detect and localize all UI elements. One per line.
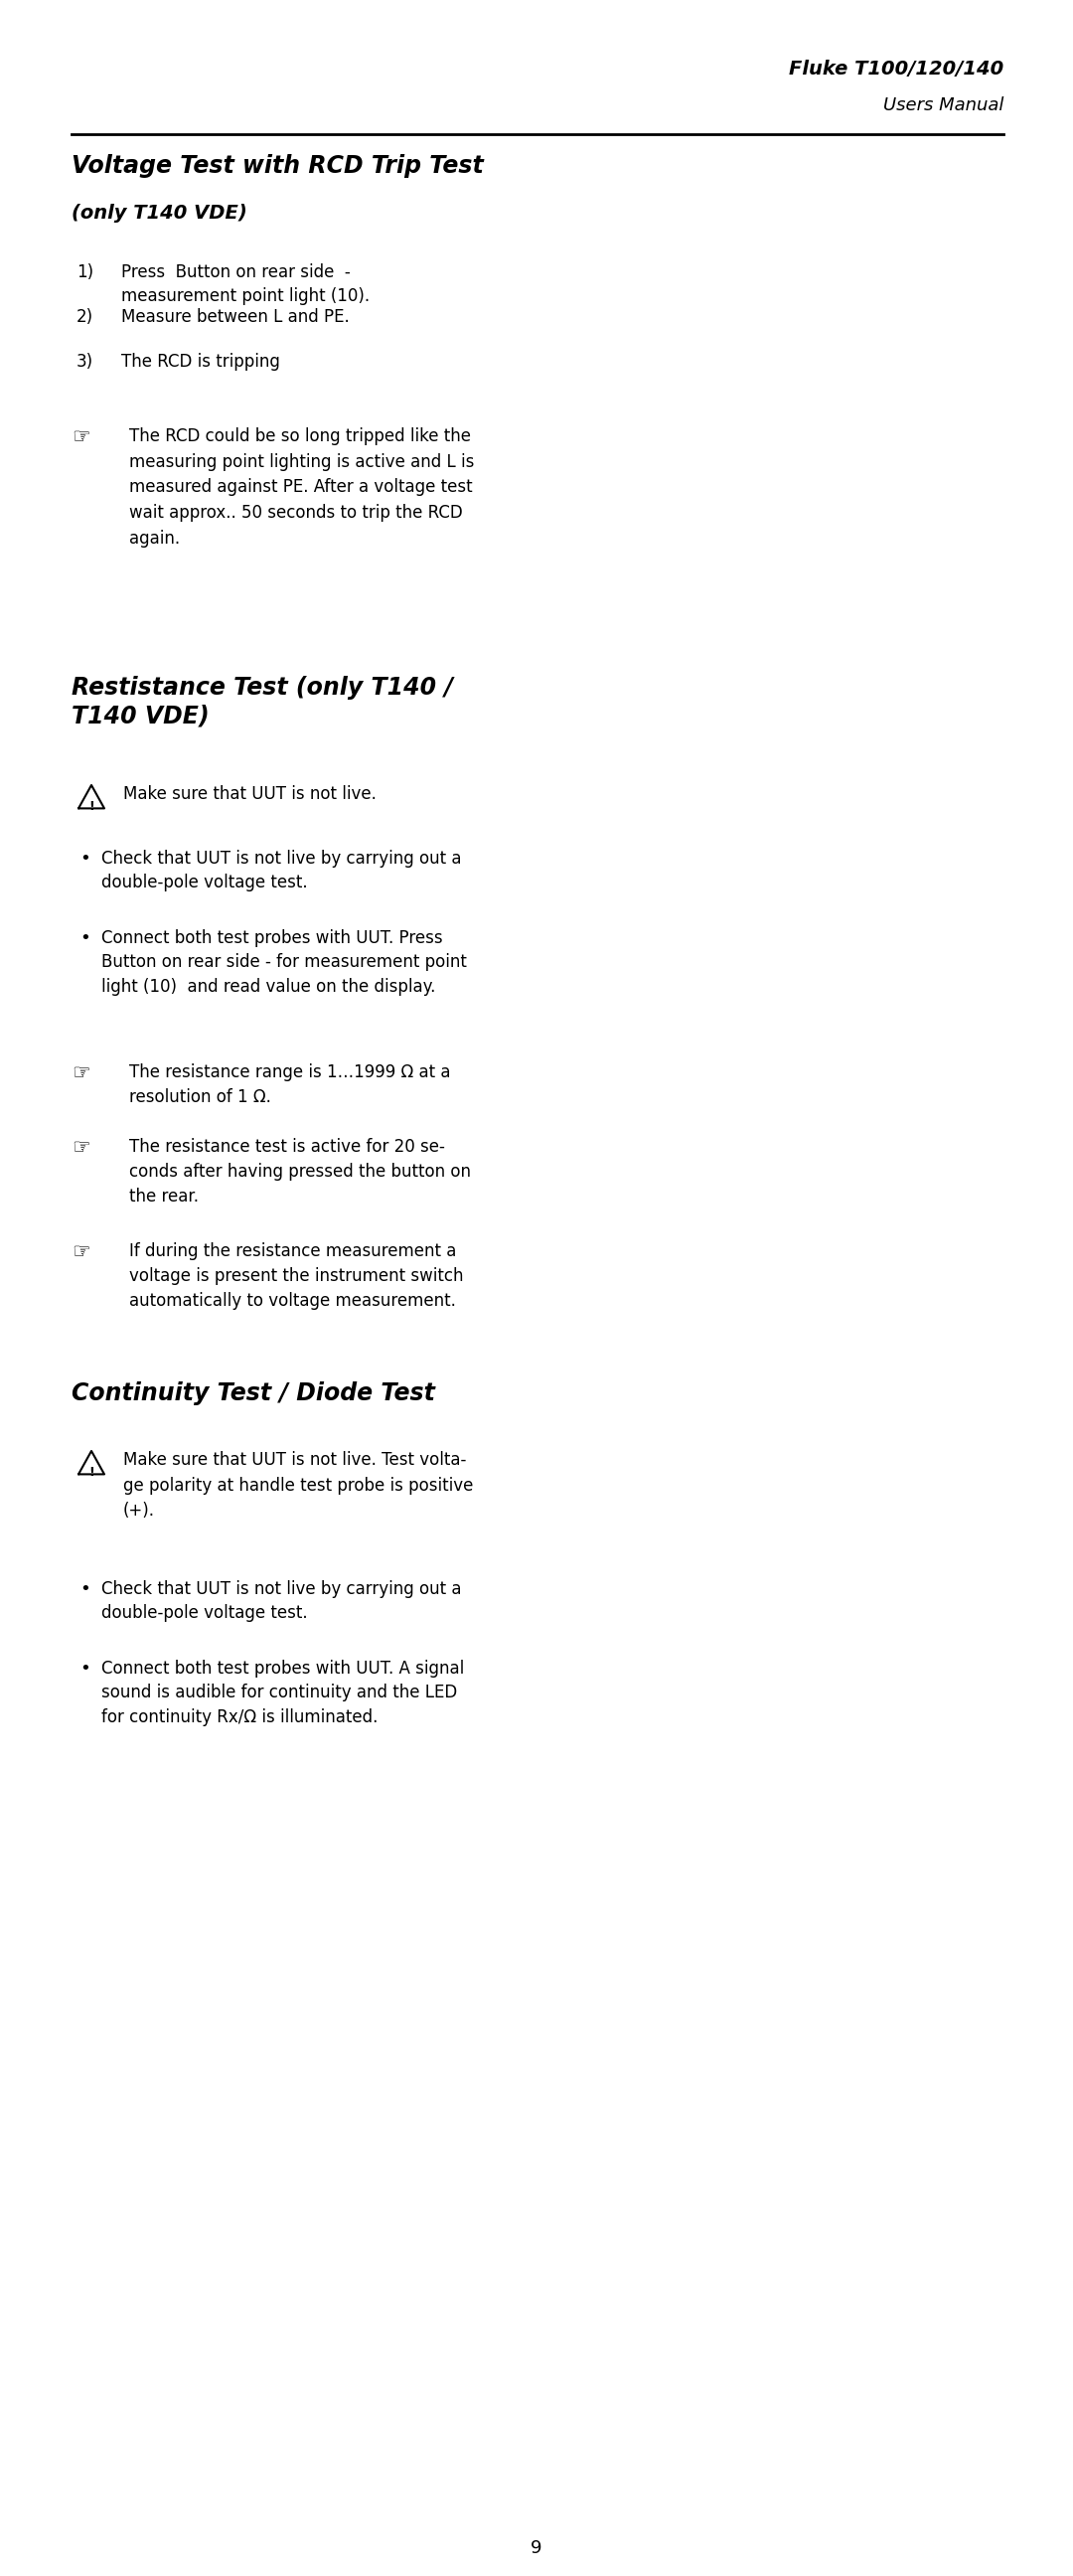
Text: Make sure that UUT is not live.: Make sure that UUT is not live. xyxy=(123,786,377,804)
Text: Continuity Test / Diode Test: Continuity Test / Diode Test xyxy=(72,1381,435,1406)
Text: If during the resistance measurement a
voltage is present the instrument switch
: If during the resistance measurement a v… xyxy=(129,1242,464,1309)
Text: •: • xyxy=(79,850,90,868)
Text: Connect both test probes with UUT. A signal
sound is audible for continuity and : Connect both test probes with UUT. A sig… xyxy=(101,1659,465,1726)
Text: •: • xyxy=(79,930,90,948)
Text: Measure between L and PE.: Measure between L and PE. xyxy=(121,309,350,327)
Text: Voltage Test with RCD Trip Test: Voltage Test with RCD Trip Test xyxy=(72,155,484,178)
Text: The RCD is tripping: The RCD is tripping xyxy=(121,353,280,371)
Text: The resistance test is active for 20 se-
conds after having pressed the button o: The resistance test is active for 20 se-… xyxy=(129,1139,471,1206)
Text: •: • xyxy=(79,1659,90,1677)
Text: Check that UUT is not live by carrying out a
double-pole voltage test.: Check that UUT is not live by carrying o… xyxy=(101,1579,461,1623)
Text: Check that UUT is not live by carrying out a
double-pole voltage test.: Check that UUT is not live by carrying o… xyxy=(101,850,461,891)
Text: Restistance Test (only T140 /
T140 VDE): Restistance Test (only T140 / T140 VDE) xyxy=(72,675,453,729)
Text: Make sure that UUT is not live. Test volta-
ge polarity at handle test probe is : Make sure that UUT is not live. Test vol… xyxy=(123,1450,473,1520)
Text: !: ! xyxy=(89,1466,94,1479)
Text: ☞: ☞ xyxy=(72,1064,90,1084)
Text: 9: 9 xyxy=(531,2540,542,2558)
Text: •: • xyxy=(79,1579,90,1597)
Text: The RCD could be so long tripped like the
measuring point lighting is active and: The RCD could be so long tripped like th… xyxy=(129,428,474,549)
Text: Fluke T100/120/140: Fluke T100/120/140 xyxy=(789,59,1003,77)
Text: 2): 2) xyxy=(76,309,93,327)
Text: Press  Button on rear side  -
measurement point light (10).: Press Button on rear side - measurement … xyxy=(121,263,370,304)
Text: (only T140 VDE): (only T140 VDE) xyxy=(72,204,247,222)
Text: The resistance range is 1…1999 Ω at a
resolution of 1 Ω.: The resistance range is 1…1999 Ω at a re… xyxy=(129,1064,451,1105)
Text: 3): 3) xyxy=(76,353,93,371)
Text: ☞: ☞ xyxy=(72,428,90,448)
Text: ☞: ☞ xyxy=(72,1242,90,1262)
Text: 1): 1) xyxy=(76,263,93,281)
Text: Users Manual: Users Manual xyxy=(883,95,1003,113)
Text: ☞: ☞ xyxy=(72,1139,90,1157)
Text: Connect both test probes with UUT. Press
Button on rear side - for measurement p: Connect both test probes with UUT. Press… xyxy=(101,930,467,994)
Text: !: ! xyxy=(89,799,94,811)
